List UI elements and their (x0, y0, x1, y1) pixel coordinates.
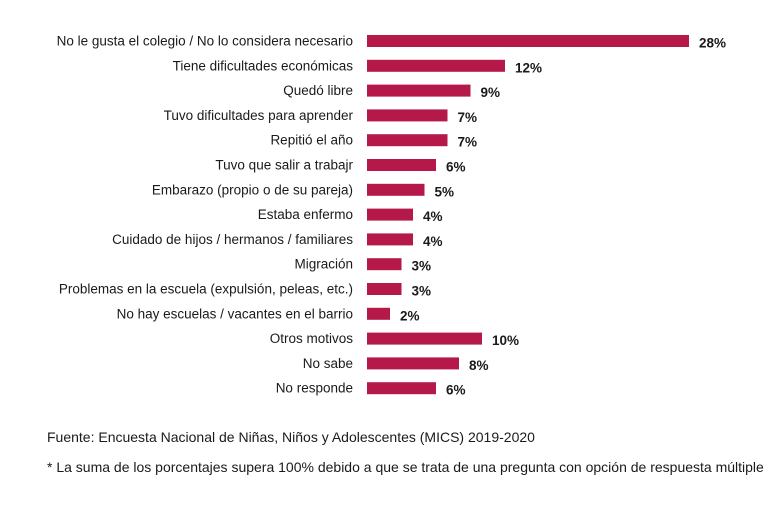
bar (367, 307, 390, 320)
value-label: 6% (446, 160, 466, 175)
bar (367, 283, 402, 295)
source-note: Fuente: Encuesta Nacional de Niñas, Niño… (47, 429, 535, 445)
value-label: 12% (515, 60, 542, 75)
value-label: 10% (492, 333, 519, 348)
bar (367, 357, 459, 370)
category-label: No le gusta el colegio / No lo considera… (57, 34, 353, 49)
bar (367, 382, 436, 395)
footnote: * La suma de los porcentajes supera 100%… (47, 459, 764, 475)
category-label: Problemas en la escuela (expulsión, pele… (59, 282, 353, 297)
bar (367, 134, 448, 147)
bar (367, 332, 482, 345)
category-label: Repitió el año (270, 133, 353, 148)
category-label: Embarazo (propio o de su pareja) (152, 182, 353, 197)
value-label: 2% (400, 308, 420, 323)
category-label: Tuvo que salir a trabajr (215, 158, 353, 173)
category-label: No responde (276, 381, 353, 396)
value-label: 8% (469, 358, 489, 373)
category-label: Estaba enfermo (258, 207, 353, 222)
value-label: 3% (412, 284, 432, 299)
category-label: Migración (294, 257, 353, 272)
bar (367, 233, 413, 246)
bar (367, 183, 425, 196)
value-label: 6% (446, 383, 466, 398)
value-label: 4% (423, 234, 443, 249)
value-label: 9% (481, 85, 501, 100)
category-label: Otros motivos (270, 331, 354, 346)
value-label: 7% (458, 110, 478, 125)
bar (367, 109, 448, 122)
bar-chart: No le gusta el colegio / No lo considera… (57, 34, 726, 398)
value-label: 4% (423, 209, 443, 224)
bar (367, 35, 689, 47)
category-label: Tuvo dificultades para aprender (164, 108, 354, 123)
category-label: No hay escuelas / vacantes en el barrio (117, 306, 353, 321)
category-label: Cuidado de hijos / hermanos / familiares (112, 232, 353, 247)
category-label: Tiene dificultades económicas (173, 58, 354, 73)
value-label: 28% (699, 36, 726, 51)
bar (367, 258, 402, 271)
bar (367, 159, 436, 171)
value-label: 7% (458, 135, 478, 150)
category-label: Quedó libre (283, 83, 353, 98)
value-label: 3% (412, 259, 432, 274)
value-label: 5% (435, 184, 455, 199)
category-label: No sabe (303, 356, 353, 371)
bar (367, 84, 471, 97)
bar (367, 59, 505, 72)
bar (367, 208, 413, 221)
